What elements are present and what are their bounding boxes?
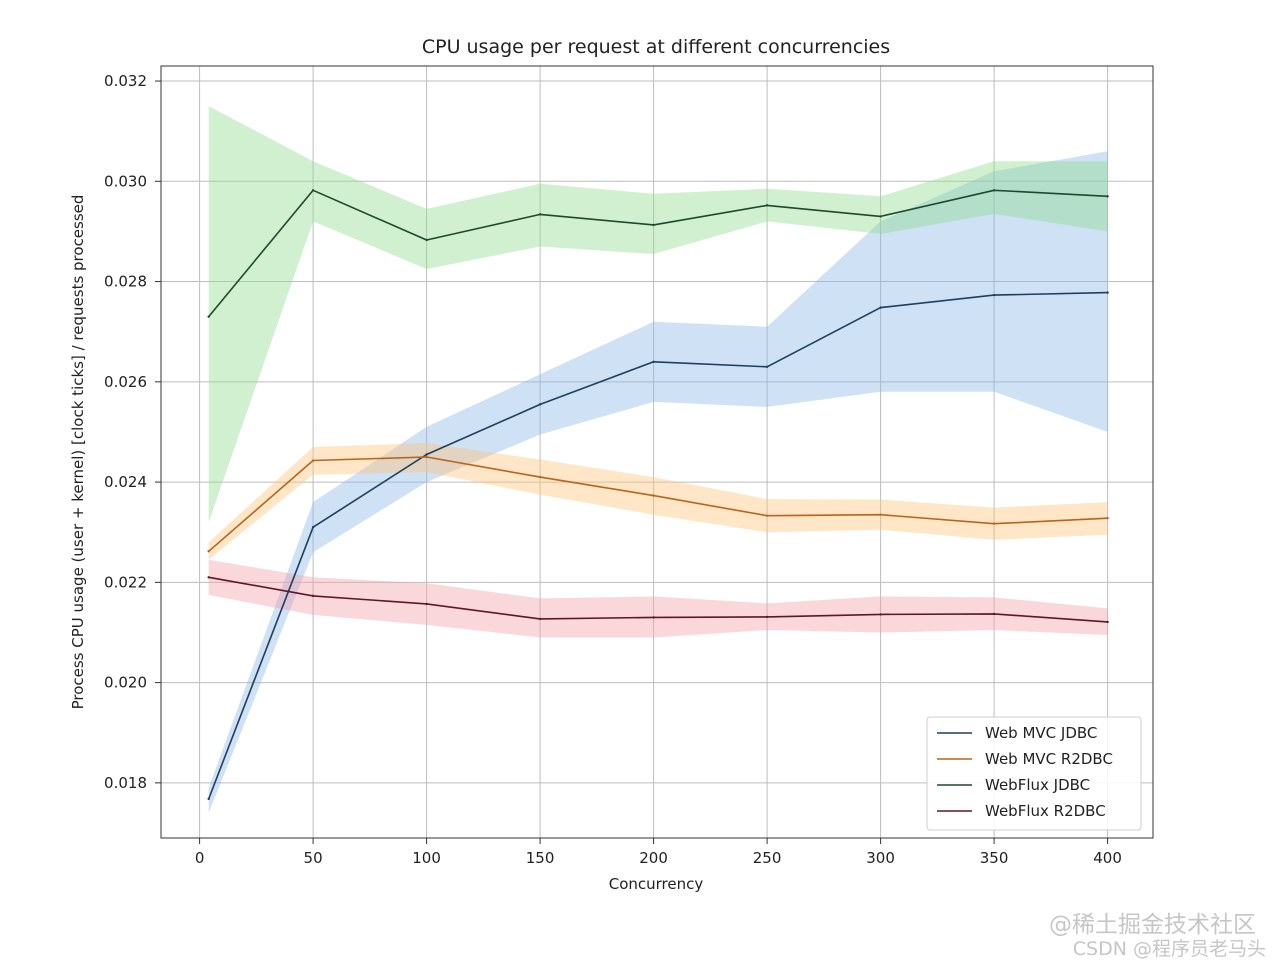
y-tick-label: 0.022 bbox=[104, 573, 147, 591]
x-tick-label: 50 bbox=[304, 849, 323, 867]
x-axis: 0 50 100 150 200 250 300 350 400 bbox=[195, 838, 1122, 867]
x-axis-label: Concurrency bbox=[609, 875, 704, 893]
band-2 bbox=[208, 106, 1108, 523]
x-tick-label: 350 bbox=[980, 849, 1009, 867]
data-point bbox=[765, 514, 769, 517]
legend-label: WebFlux R2DBC bbox=[985, 802, 1106, 820]
x-tick-label: 250 bbox=[753, 849, 782, 867]
x-tick-label: 300 bbox=[866, 849, 895, 867]
data-point bbox=[992, 522, 996, 525]
data-point bbox=[765, 615, 769, 619]
y-tick-label: 0.020 bbox=[104, 674, 147, 692]
data-point bbox=[992, 612, 996, 616]
data-point bbox=[652, 616, 655, 619]
x-tick-label: 100 bbox=[412, 849, 441, 867]
y-axis-label: Process CPU usage (user + kernel) [clock… bbox=[69, 195, 87, 710]
band-0 bbox=[208, 151, 1108, 813]
data-point bbox=[1106, 291, 1109, 294]
data-point bbox=[879, 613, 882, 616]
data-point bbox=[765, 365, 769, 368]
data-point bbox=[879, 215, 882, 218]
legend-label: WebFlux JDBC bbox=[985, 776, 1090, 794]
data-point bbox=[311, 459, 315, 462]
data-point bbox=[1106, 516, 1109, 520]
data-point bbox=[538, 213, 542, 216]
confidence-bands bbox=[208, 106, 1108, 813]
data-point bbox=[765, 204, 769, 207]
data-point bbox=[207, 797, 210, 801]
x-tick-label: 400 bbox=[1093, 849, 1122, 867]
watermark-juejin: @稀土掘金技术社区 bbox=[1049, 912, 1256, 938]
data-point bbox=[425, 453, 428, 456]
data-point bbox=[1106, 195, 1109, 198]
legend-label: Web MVC R2DBC bbox=[985, 750, 1113, 768]
data-point bbox=[311, 594, 315, 598]
data-point bbox=[425, 238, 428, 242]
data-point bbox=[425, 602, 428, 606]
data-point bbox=[1106, 620, 1109, 624]
y-tick-label: 0.032 bbox=[104, 72, 147, 90]
watermark-csdn: CSDN @程序员老马头 bbox=[1072, 938, 1266, 960]
legend-box bbox=[926, 716, 1142, 831]
y-tick-label: 0.024 bbox=[104, 473, 147, 491]
grid bbox=[161, 66, 1153, 838]
data-point bbox=[311, 525, 315, 529]
band-1 bbox=[208, 443, 1108, 560]
legend: Web MVC JDBC Web MVC R2DBC WebFlux JDBC Web… bbox=[926, 716, 1142, 831]
chart-title: CPU usage per request at different concu… bbox=[422, 36, 890, 58]
band-3 bbox=[208, 559, 1108, 638]
data-point bbox=[652, 223, 655, 227]
data-point bbox=[879, 306, 882, 309]
legend-label: Web MVC JDBC bbox=[985, 724, 1097, 742]
plot-frame bbox=[160, 65, 1154, 839]
x-tick-label: 200 bbox=[639, 849, 668, 867]
y-tick-label: 0.030 bbox=[104, 172, 147, 190]
data-point bbox=[992, 189, 996, 192]
data-point bbox=[652, 360, 655, 363]
y-tick-label: 0.028 bbox=[104, 273, 147, 291]
data-point bbox=[538, 617, 542, 621]
y-tick-label: 0.018 bbox=[104, 774, 147, 792]
data-point bbox=[207, 315, 210, 318]
y-axis: 0.018 0.020 0.022 0.024 0.026 0.028 0.030 0.032 bbox=[104, 72, 161, 792]
data-point bbox=[425, 455, 428, 459]
x-tick-label: 0 bbox=[195, 849, 205, 867]
series-lines bbox=[207, 189, 1109, 801]
data-point bbox=[992, 293, 996, 297]
data-point bbox=[879, 513, 882, 516]
y-tick-label: 0.026 bbox=[104, 373, 147, 391]
data-point bbox=[652, 494, 655, 497]
data-point bbox=[207, 576, 210, 579]
data-point bbox=[538, 475, 542, 479]
data-point bbox=[311, 189, 315, 192]
data-point bbox=[207, 550, 210, 553]
data-point bbox=[538, 403, 542, 406]
x-tick-label: 150 bbox=[526, 849, 555, 867]
